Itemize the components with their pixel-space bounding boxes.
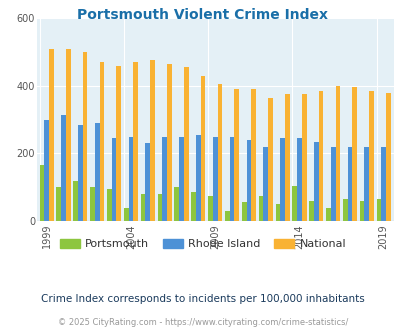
Bar xyxy=(385,92,390,221)
Bar xyxy=(258,196,263,221)
Bar xyxy=(325,208,330,221)
Bar xyxy=(279,138,284,221)
Bar xyxy=(166,64,171,221)
Bar xyxy=(95,123,99,221)
Bar xyxy=(251,89,255,221)
Bar xyxy=(124,208,128,221)
Bar xyxy=(200,76,205,221)
Bar xyxy=(73,181,78,221)
Bar xyxy=(335,86,339,221)
Bar xyxy=(263,147,267,221)
Bar xyxy=(208,196,212,221)
Bar xyxy=(162,137,166,221)
Bar xyxy=(107,189,111,221)
Bar xyxy=(246,140,251,221)
Bar xyxy=(301,94,306,221)
Bar xyxy=(145,143,150,221)
Text: Portsmouth Violent Crime Index: Portsmouth Violent Crime Index xyxy=(77,8,328,22)
Bar xyxy=(267,98,272,221)
Bar xyxy=(309,201,313,221)
Bar xyxy=(376,199,380,221)
Bar xyxy=(99,62,104,221)
Bar xyxy=(83,52,87,221)
Bar xyxy=(157,194,162,221)
Bar xyxy=(347,147,352,221)
Bar xyxy=(128,137,133,221)
Bar xyxy=(234,89,239,221)
Bar xyxy=(380,147,385,221)
Bar xyxy=(179,137,183,221)
Text: Crime Index corresponds to incidents per 100,000 inhabitants: Crime Index corresponds to incidents per… xyxy=(41,294,364,304)
Bar xyxy=(330,147,335,221)
Bar xyxy=(183,67,188,221)
Bar xyxy=(342,199,347,221)
Bar xyxy=(44,120,49,221)
Bar xyxy=(196,135,200,221)
Bar xyxy=(229,137,234,221)
Bar xyxy=(352,87,356,221)
Bar xyxy=(61,115,66,221)
Bar xyxy=(191,192,196,221)
Bar xyxy=(318,91,322,221)
Bar xyxy=(224,211,229,221)
Bar xyxy=(296,138,301,221)
Bar xyxy=(313,142,318,221)
Bar xyxy=(141,194,145,221)
Bar xyxy=(133,62,138,221)
Bar xyxy=(49,49,53,221)
Text: © 2025 CityRating.com - https://www.cityrating.com/crime-statistics/: © 2025 CityRating.com - https://www.city… xyxy=(58,318,347,327)
Bar xyxy=(212,137,217,221)
Bar xyxy=(241,203,246,221)
Bar xyxy=(284,94,289,221)
Bar xyxy=(292,185,296,221)
Bar xyxy=(90,187,95,221)
Bar xyxy=(174,187,179,221)
Bar xyxy=(368,91,373,221)
Bar xyxy=(116,65,121,221)
Bar xyxy=(275,204,279,221)
Bar xyxy=(150,60,154,221)
Bar xyxy=(359,201,364,221)
Bar xyxy=(56,187,61,221)
Bar xyxy=(66,49,70,221)
Bar xyxy=(111,138,116,221)
Bar xyxy=(39,165,44,221)
Bar xyxy=(217,84,222,221)
Bar xyxy=(78,125,83,221)
Legend: Portsmouth, Rhode Island, National: Portsmouth, Rhode Island, National xyxy=(55,234,350,253)
Bar xyxy=(364,147,368,221)
